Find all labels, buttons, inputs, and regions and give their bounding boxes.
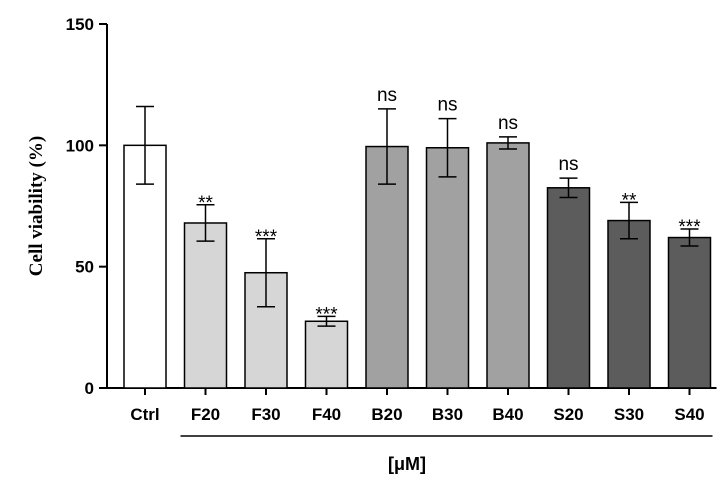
significance-S30: ** [622,190,637,211]
significance-B40: ns [498,113,518,134]
x-tick-label-F30: F30 [251,405,280,424]
y-tick-label-0: 0 [85,379,94,398]
significance-S20: ns [558,154,578,175]
bar-B30 [425,147,470,389]
bar-S20 [546,187,591,389]
x-tick-label-B40: B40 [492,405,523,424]
x-axis-label: [μM] [388,454,426,474]
bar-B20 [365,145,409,389]
significance-F40: *** [315,304,338,325]
significance-B20: ns [377,85,397,106]
x-tick-label-S20: S20 [553,405,583,424]
y-tick-label-2: 100 [66,136,94,155]
y-axis-label: Cell viability (%) [26,136,47,276]
bar-B40 [486,142,530,389]
significance-F30: *** [255,227,278,248]
x-tick-label-S40: S40 [674,405,704,424]
y-tick-label-1: 50 [75,258,94,277]
bar-S30 [607,219,651,389]
x-tick-label-B30: B30 [432,405,463,424]
x-tick-label-B20: B20 [371,405,402,424]
x-tick-label-F40: F40 [312,405,341,424]
y-tick-label-3: 150 [66,15,94,34]
x-tick-label-F20: F20 [191,405,220,424]
significance-B30: ns [437,95,457,116]
plot-area: 0 50 100 150 Ctrl F20 ** F30 *** F40 *** B20 ns B30 ns… [66,15,717,437]
bar-F40 [304,320,349,389]
significance-S40: *** [678,217,701,238]
x-tick-label-S30: S30 [614,405,644,424]
significance-F20: ** [198,193,213,214]
x-tick-label-Ctrl: Ctrl [130,405,159,424]
bar-F20 [183,222,228,389]
bar-S40 [667,236,712,389]
